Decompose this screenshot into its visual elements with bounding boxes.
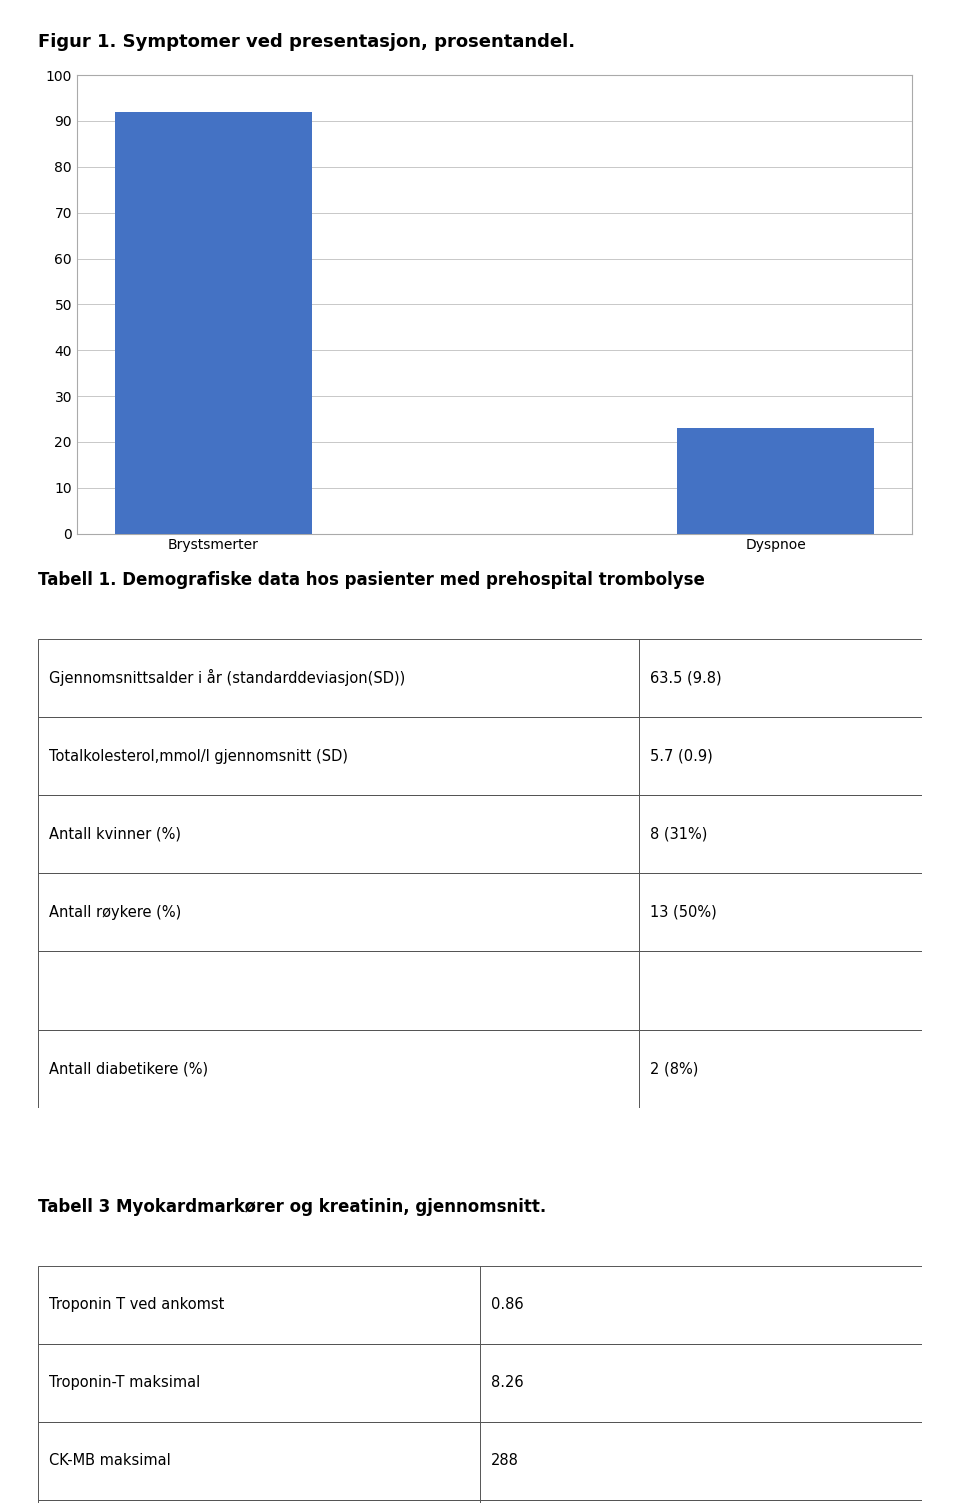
Bar bbox=[38, 1500, 922, 1503]
Text: 8 (31%): 8 (31%) bbox=[650, 827, 707, 842]
Text: CK-MB maksimal: CK-MB maksimal bbox=[49, 1453, 171, 1468]
Bar bbox=[115, 111, 312, 534]
Text: 13 (50%): 13 (50%) bbox=[650, 905, 716, 920]
Text: Tabell 1. Demografiske data hos pasienter med prehospital trombolyse: Tabell 1. Demografiske data hos pasiente… bbox=[38, 571, 706, 589]
Text: Troponin T ved ankomst: Troponin T ved ankomst bbox=[49, 1297, 225, 1312]
Bar bbox=[38, 795, 922, 873]
Text: Troponin-T maksimal: Troponin-T maksimal bbox=[49, 1375, 201, 1390]
Bar bbox=[38, 1422, 922, 1500]
Bar bbox=[38, 1030, 922, 1108]
Text: 0.86: 0.86 bbox=[491, 1297, 523, 1312]
Text: 5.7 (0.9): 5.7 (0.9) bbox=[650, 748, 712, 764]
Text: 63.5 (9.8): 63.5 (9.8) bbox=[650, 670, 721, 685]
Bar bbox=[38, 639, 922, 717]
Bar bbox=[38, 1344, 922, 1422]
Text: 288: 288 bbox=[491, 1453, 518, 1468]
Text: Antall kvinner (%): Antall kvinner (%) bbox=[49, 827, 181, 842]
Text: Antall diabetikere (%): Antall diabetikere (%) bbox=[49, 1061, 208, 1076]
Text: 2 (8%): 2 (8%) bbox=[650, 1061, 698, 1076]
Bar bbox=[38, 873, 922, 951]
Text: 8.26: 8.26 bbox=[491, 1375, 523, 1390]
Bar bbox=[38, 717, 922, 795]
Bar bbox=[38, 951, 922, 1030]
Text: Totalkolesterol,mmol/l gjennomsnitt (SD): Totalkolesterol,mmol/l gjennomsnitt (SD) bbox=[49, 748, 348, 764]
Text: Tabell 3 Myokardmarkører og kreatinin, gjennomsnitt.: Tabell 3 Myokardmarkører og kreatinin, g… bbox=[38, 1198, 546, 1216]
Text: Antall røykere (%): Antall røykere (%) bbox=[49, 905, 181, 920]
Bar bbox=[677, 428, 874, 534]
Bar bbox=[38, 1266, 922, 1344]
Text: Figur 1. Symptomer ved presentasjon, prosentandel.: Figur 1. Symptomer ved presentasjon, pro… bbox=[38, 33, 576, 51]
Text: Gjennomsnittsalder i år (standarddeviasjon(SD)): Gjennomsnittsalder i år (standarddeviasj… bbox=[49, 669, 405, 687]
